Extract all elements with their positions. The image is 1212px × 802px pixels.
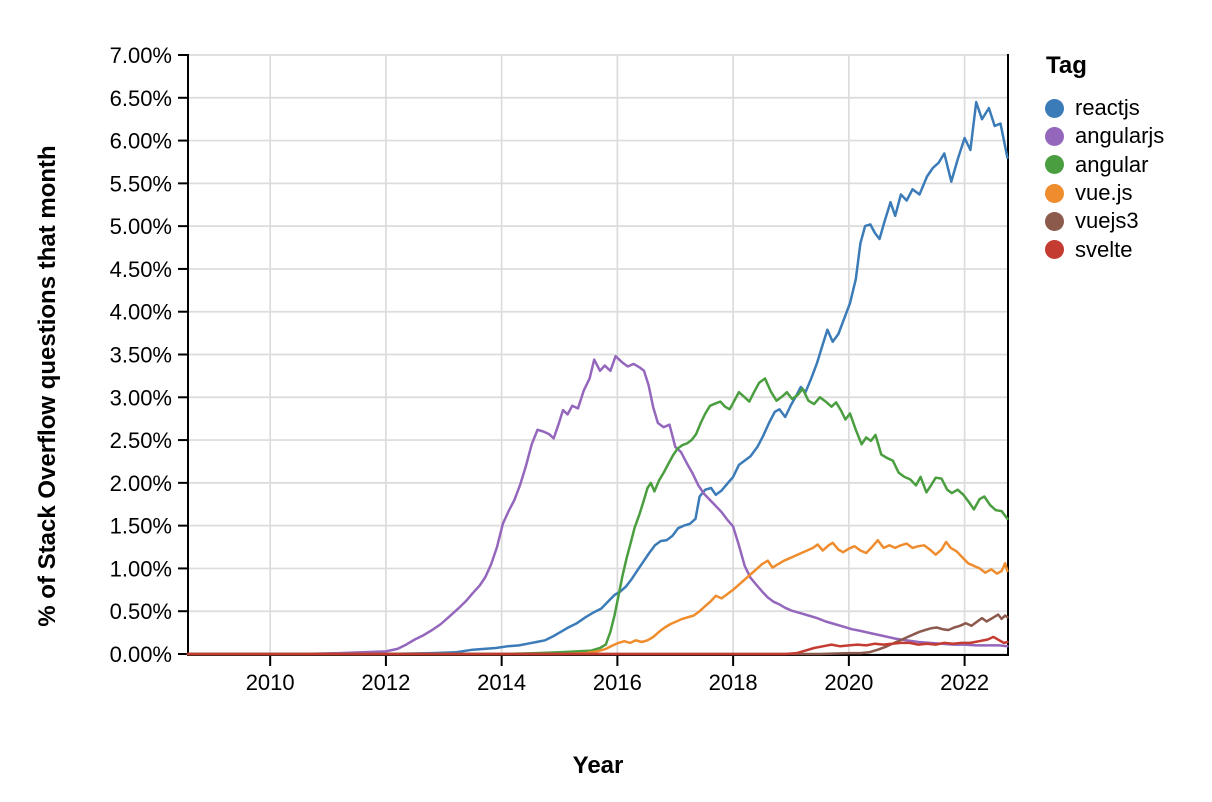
y-tick-label: 0.00% — [110, 642, 172, 667]
legend-title: Tag — [1046, 52, 1087, 79]
y-tick-label: 5.00% — [110, 214, 172, 239]
legend-label: reactjs — [1075, 95, 1140, 121]
y-tick-label: 1.00% — [110, 556, 172, 581]
y-tick-label: 4.50% — [110, 257, 172, 282]
legend-label: angular — [1075, 151, 1149, 177]
x-tick-label: 2022 — [940, 670, 989, 695]
series-line-svelte — [186, 635, 1009, 656]
series-line-angular — [186, 377, 1009, 656]
y-tick-label: 3.00% — [110, 385, 172, 410]
legend-swatch-icon — [1045, 155, 1064, 175]
y-axis-title: % of Stack Overflow questions that month — [34, 145, 61, 627]
legend-label: vue.js — [1075, 180, 1133, 206]
y-tick-label: 2.00% — [110, 471, 172, 496]
legend-label: svelte — [1075, 236, 1133, 262]
legend-item-reactjs: reactjs — [1045, 94, 1164, 122]
y-tick-label: 3.50% — [110, 343, 172, 368]
series-line-reactjs — [186, 100, 1009, 656]
y-tick-label: 2.50% — [110, 428, 172, 453]
y-tick-label: 1.50% — [110, 514, 172, 539]
series-line-vue.js — [186, 538, 1009, 656]
legend-label: angularjs — [1075, 123, 1165, 149]
y-tick-label: 6.50% — [110, 86, 172, 111]
legend-item-vuejs3: vuejs3 — [1045, 207, 1164, 235]
x-tick-label: 2012 — [361, 670, 410, 695]
y-tick-label: 4.00% — [110, 300, 172, 325]
series-line-vuejs3 — [186, 613, 1009, 656]
x-tick-label: 2016 — [593, 670, 642, 695]
legend-swatch-icon — [1045, 240, 1064, 260]
legend: Tag reactjs angularjs angular vue.js vue… — [1045, 52, 1164, 264]
y-tick-label: 6.00% — [110, 129, 172, 154]
legend-item-angular: angular — [1045, 151, 1164, 179]
series-line-angularjs — [186, 354, 1009, 656]
legend-item-vuejs: vue.js — [1045, 179, 1164, 207]
legend-swatch-icon — [1045, 211, 1064, 231]
legend-label: vuejs3 — [1075, 208, 1139, 234]
x-tick-label: 2018 — [709, 670, 758, 695]
legend-swatch-icon — [1045, 126, 1064, 146]
x-axis-title: Year — [572, 752, 624, 779]
legend-item-svelte: svelte — [1045, 235, 1164, 263]
y-tick-label: 0.50% — [110, 599, 172, 624]
x-tick-label: 2014 — [477, 670, 526, 695]
legend-item-angularjs: angularjs — [1045, 122, 1164, 150]
x-tick-label: 2010 — [246, 670, 295, 695]
legend-swatch-icon — [1045, 183, 1064, 203]
legend-swatch-icon — [1045, 98, 1064, 118]
y-tick-label: 5.50% — [110, 171, 172, 196]
y-tick-label: 7.00% — [110, 43, 172, 68]
x-tick-label: 2020 — [824, 670, 873, 695]
